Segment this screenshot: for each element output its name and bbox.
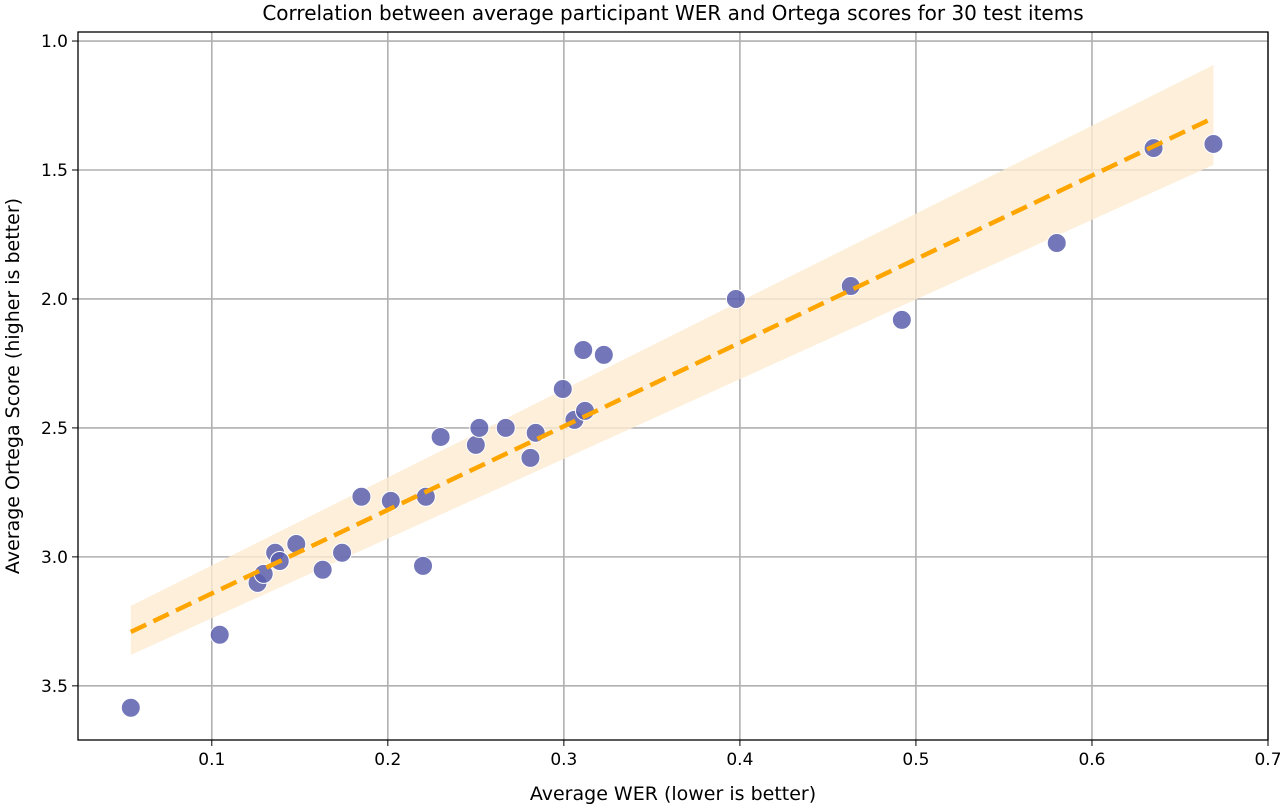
data-point xyxy=(525,422,546,443)
data-point xyxy=(573,340,594,361)
x-axis-label: Average WER (lower is better) xyxy=(530,783,816,805)
x-tick-label: 0.5 xyxy=(902,750,929,770)
plot-frame xyxy=(77,31,1269,741)
data-point xyxy=(495,417,516,438)
data-point xyxy=(413,555,434,576)
y-tick-label: 3.5 xyxy=(41,677,68,697)
confidence-band xyxy=(130,65,1214,655)
data-point xyxy=(1046,232,1067,253)
data-point xyxy=(552,378,573,399)
y-tick-label: 1.5 xyxy=(41,161,68,181)
data-point xyxy=(891,309,912,330)
data-point xyxy=(332,542,353,563)
chart-title: Correlation between average participant … xyxy=(262,1,1083,25)
x-tick-label: 0.7 xyxy=(1254,750,1280,770)
y-tick-label: 1.0 xyxy=(41,32,68,52)
data-point xyxy=(465,434,486,455)
x-tick-label: 0.3 xyxy=(550,750,577,770)
data-point xyxy=(725,288,746,309)
data-point xyxy=(1203,133,1224,154)
y-tick-label: 3.0 xyxy=(41,548,68,568)
data-point xyxy=(209,624,230,645)
y-tick-label: 2.5 xyxy=(41,419,68,439)
regression-group xyxy=(129,115,1215,634)
data-point xyxy=(430,426,451,447)
x-tick-label: 0.4 xyxy=(726,750,753,770)
confidence-band-group xyxy=(130,65,1214,655)
x-tick-label: 0.1 xyxy=(198,750,225,770)
y-axis-label: Average Ortega Score (higher is better) xyxy=(2,198,24,574)
data-point xyxy=(593,344,614,365)
regression-line xyxy=(129,115,1215,634)
y-tick-label: 2.0 xyxy=(41,290,68,310)
data-point xyxy=(312,559,333,580)
data-point xyxy=(469,417,490,438)
points-group xyxy=(120,133,1224,718)
data-point xyxy=(520,447,541,468)
data-point xyxy=(351,486,372,507)
ticks: 0.1 0.2 0.3 0.4 0.5 0.6 0.7 1.0 1.5 2.0 2.5 3.0 3.5 xyxy=(41,32,1280,770)
x-tick-label: 0.2 xyxy=(374,750,401,770)
x-tick-label: 0.6 xyxy=(1078,750,1105,770)
data-point xyxy=(120,697,141,718)
